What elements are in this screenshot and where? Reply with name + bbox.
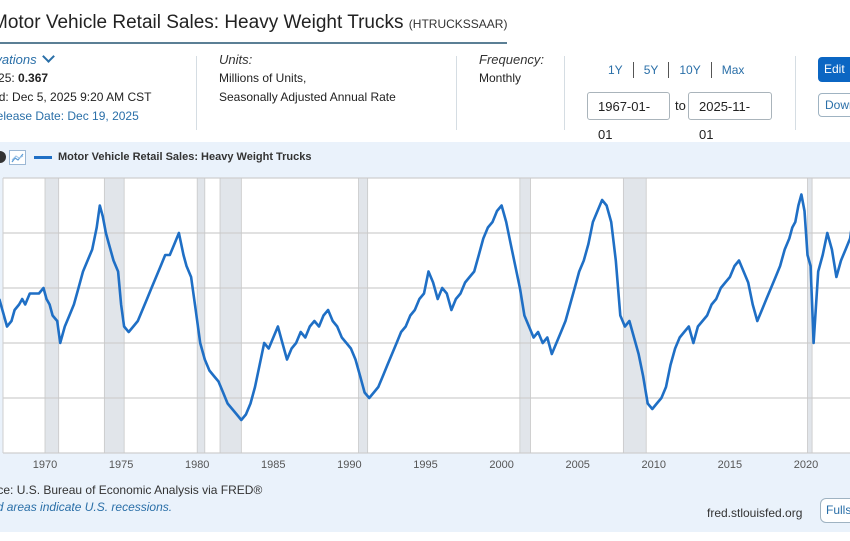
- divider: [196, 56, 197, 130]
- range-5y-button[interactable]: 5Y: [634, 62, 670, 78]
- range-max-button[interactable]: Max: [721, 63, 745, 77]
- x-tick-label: 1980: [185, 459, 209, 471]
- edit-graph-button[interactable]: Edit Graph: [818, 57, 850, 101]
- gridlines: [2, 177, 850, 454]
- frequency-label: Frequency:: [479, 52, 545, 67]
- x-tick-label: 2000: [489, 459, 513, 471]
- legend-label: Motor Vehicle Retail Sales: Heavy Weight…: [58, 151, 312, 163]
- units-label: Units:: [219, 52, 253, 67]
- recession-note: Shaded areas indicate U.S. recessions.: [0, 500, 173, 514]
- observations-toggle[interactable]: Observations: [0, 50, 190, 69]
- units-line1: Millions of Units,: [219, 71, 307, 85]
- next-release-link[interactable]: Next Release Date: Dec 19, 2025: [0, 109, 139, 123]
- observation-block: Observations Nov 2025: 0.367 Updated: De…: [0, 50, 190, 135]
- to-label: to: [675, 98, 686, 113]
- x-tick-label: 2015: [718, 459, 742, 471]
- source-note: Source: U.S. Bureau of Economic Analysis…: [0, 483, 263, 497]
- divider: [564, 56, 565, 130]
- title-row: Motor Vehicle Retail Sales: Heavy Weight…: [0, 0, 850, 44]
- download-button[interactable]: Download: [818, 93, 850, 117]
- chart-legend: Motor Vehicle Retail Sales: Heavy Weight…: [0, 148, 312, 166]
- x-tick-label: 1985: [261, 459, 285, 471]
- series-id: (HTRUCKSSAAR): [408, 17, 508, 31]
- x-tick-label: 2010: [642, 459, 666, 471]
- divider: [456, 56, 457, 130]
- latest-value: 0.367: [18, 71, 49, 85]
- updated-text: Updated: Dec 5, 2025 9:20 AM CST: [0, 90, 152, 104]
- recession-band: [807, 178, 813, 453]
- line-chart-icon[interactable]: [9, 149, 26, 165]
- start-date-input[interactable]: 1967-01-01: [587, 92, 670, 142]
- x-tick-label: 1995: [413, 459, 437, 471]
- end-date-input[interactable]: 2025-11-01: [688, 92, 772, 142]
- units-block: Units: Millions of Units, Seasonally Adj…: [219, 50, 469, 135]
- x-tick-label: 1990: [337, 459, 361, 471]
- latest-label: Nov 2025:: [0, 71, 15, 85]
- recession-band: [623, 178, 647, 453]
- latest-observation: Nov 2025: 0.367: [0, 69, 190, 88]
- observations-label: Observations: [0, 52, 37, 67]
- series-line: [0, 193, 850, 422]
- settings-icon[interactable]: [0, 151, 6, 163]
- x-tick-label: 2005: [565, 459, 589, 471]
- page-title: Motor Vehicle Retail Sales: Heavy Weight…: [0, 12, 508, 44]
- series-title: Motor Vehicle Retail Sales: Heavy Weight…: [0, 12, 404, 33]
- recession-band: [358, 178, 368, 453]
- x-axis-ticks: 1970 1975 1980 1985 1990 1995 2000 2005 2010 2015…: [33, 459, 818, 471]
- recession-band: [104, 178, 125, 453]
- plot-background: [3, 178, 850, 453]
- frequency-value: Monthly: [479, 71, 522, 85]
- x-tick-label: 2020: [794, 459, 818, 471]
- units-line2: Seasonally Adjusted Annual Rate: [219, 90, 396, 104]
- range-1y-button[interactable]: 1Y: [598, 62, 634, 78]
- site-url: fred.stlouisfed.org: [707, 506, 803, 520]
- x-tick-label: 1970: [33, 459, 57, 471]
- divider: [795, 56, 796, 130]
- legend-swatch: [34, 155, 52, 159]
- range-10y-button[interactable]: 10Y: [669, 62, 712, 78]
- recession-band: [220, 178, 242, 453]
- frequency-block: Frequency: Monthly: [479, 50, 569, 135]
- recession-band: [197, 178, 205, 453]
- x-tick-label: 1975: [109, 459, 133, 471]
- range-buttons: 1Y 5Y 10Y Max: [598, 62, 754, 78]
- fullscreen-button[interactable]: Fullscreen: [820, 498, 850, 523]
